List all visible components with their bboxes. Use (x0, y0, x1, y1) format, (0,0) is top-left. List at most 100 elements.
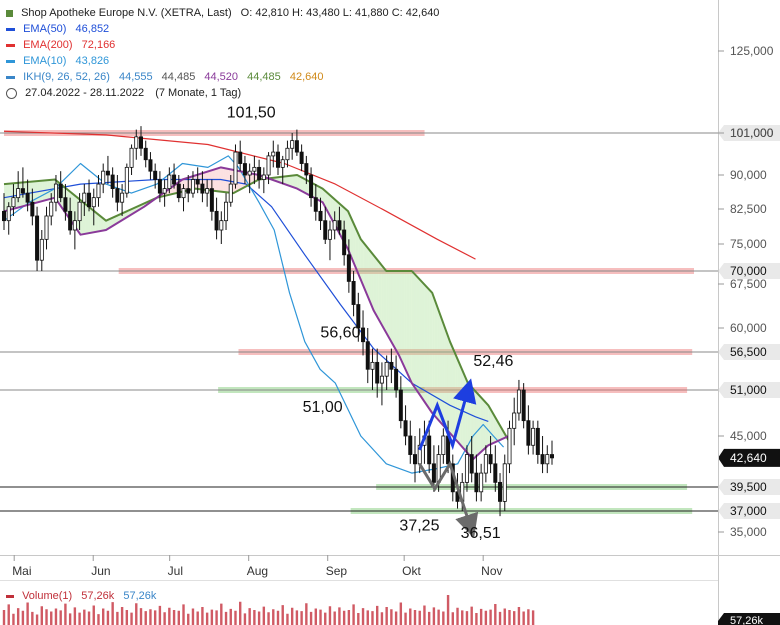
cloud-segment (452, 347, 456, 439)
candle-body (271, 151, 276, 157)
volume-bar (328, 606, 332, 625)
candle-body (309, 174, 314, 199)
level-tag (718, 263, 780, 279)
date-range: 27.04.2022 - 28.11.2022 (25, 87, 145, 99)
candle-body (394, 368, 399, 391)
candle-body (110, 174, 115, 189)
ema50-swatch (6, 27, 15, 31)
candle-body (370, 361, 375, 370)
cloud-segment (391, 271, 394, 346)
volume-bar (149, 609, 152, 625)
candle-body (502, 463, 507, 502)
legend-date-range: 27.04.2022 - 28.11.2022 (7 Monate, 1 Tag… (6, 85, 439, 101)
candle-body (247, 170, 252, 176)
volume-bar (54, 608, 58, 625)
volume-bar (205, 612, 209, 625)
volume-bar (404, 612, 407, 625)
volume-bar (234, 610, 237, 625)
cloud-segment (286, 175, 290, 186)
volume-bar (324, 612, 327, 625)
volume-bar (135, 603, 138, 625)
volume-bar (168, 607, 171, 625)
volume-bar (31, 611, 34, 625)
volume-bar (153, 610, 157, 625)
candle-body (257, 166, 262, 180)
cloud-segment (111, 217, 114, 227)
volume-bar (352, 604, 355, 625)
cloud-segment (90, 208, 94, 233)
cloud-segment (383, 267, 387, 332)
x-tick-label: Okt (402, 564, 421, 578)
cloud-segment (447, 333, 451, 434)
volume-bar (479, 608, 483, 625)
chart-title: Shop Apotheke Europe N.V. (XETRA, Last) (21, 7, 232, 19)
clock-icon (6, 87, 17, 99)
candle-body (53, 183, 58, 203)
candle-body (96, 183, 101, 199)
candle-body (483, 454, 488, 474)
candle-body (318, 210, 323, 222)
scenario-arrow-up (418, 378, 477, 451)
candle-body (261, 174, 266, 180)
cloud-segment (330, 195, 333, 221)
candle-body (346, 254, 351, 282)
cloud-segment (437, 306, 440, 422)
candle-body (44, 215, 49, 240)
cloud-segment (299, 176, 303, 192)
series-ikh-senkou-a (3, 174, 510, 442)
cloud-segment (371, 251, 374, 311)
legend-value: 44,555 (118, 71, 153, 83)
volume-bar (163, 612, 166, 625)
price-annotation: 52,46 (473, 353, 513, 370)
volume-bar (116, 611, 119, 625)
legend-label: IKH(9, 26, 52, 26) (23, 71, 110, 83)
volume-bar (220, 603, 223, 625)
cloud-segment (381, 264, 384, 327)
cloud-segment (108, 218, 112, 229)
candle-body (105, 170, 110, 176)
volume-bar (276, 610, 280, 625)
volume-bar (522, 611, 525, 625)
candle-body (323, 220, 328, 240)
level-label: 101,000 (730, 126, 774, 140)
volume-bar (125, 610, 129, 625)
volume-bar (371, 611, 374, 625)
candle-body (332, 220, 337, 231)
volume-bar (272, 609, 275, 625)
candle-body (30, 201, 35, 217)
volume-bar (262, 606, 266, 625)
level-tag (718, 479, 780, 495)
volume-bar (59, 610, 62, 625)
candle-body (304, 163, 309, 176)
candle-body (200, 183, 205, 194)
volume-bar (290, 607, 294, 625)
candle-body (172, 174, 177, 185)
volume-bar (513, 611, 516, 625)
legend-value: 44,485 (247, 71, 281, 83)
candle-body (403, 420, 408, 437)
candle-body (176, 183, 181, 199)
candle-body (516, 389, 521, 414)
candle-body (58, 183, 63, 199)
volume-bar (35, 614, 39, 625)
candle-body (16, 188, 21, 199)
candle-body (120, 192, 125, 203)
candle-body (101, 170, 106, 185)
volume-axis-label: 57,26k (730, 615, 764, 625)
cloud-segment (478, 393, 481, 455)
candle-body (252, 166, 257, 172)
volume-bar (224, 611, 228, 625)
candle-body (228, 183, 233, 203)
volume-bar (257, 611, 261, 625)
volume-bar (210, 609, 214, 625)
volume-bar (314, 608, 317, 625)
candle-body (294, 140, 299, 153)
cloud-segment (434, 299, 438, 419)
volume-bar (120, 607, 124, 625)
cloud-segment (98, 214, 101, 232)
volume-bar (456, 607, 459, 625)
volume-bar (423, 605, 426, 625)
volume-bar (158, 605, 162, 625)
volume-bar (139, 608, 143, 625)
cloud-segment (488, 405, 491, 446)
